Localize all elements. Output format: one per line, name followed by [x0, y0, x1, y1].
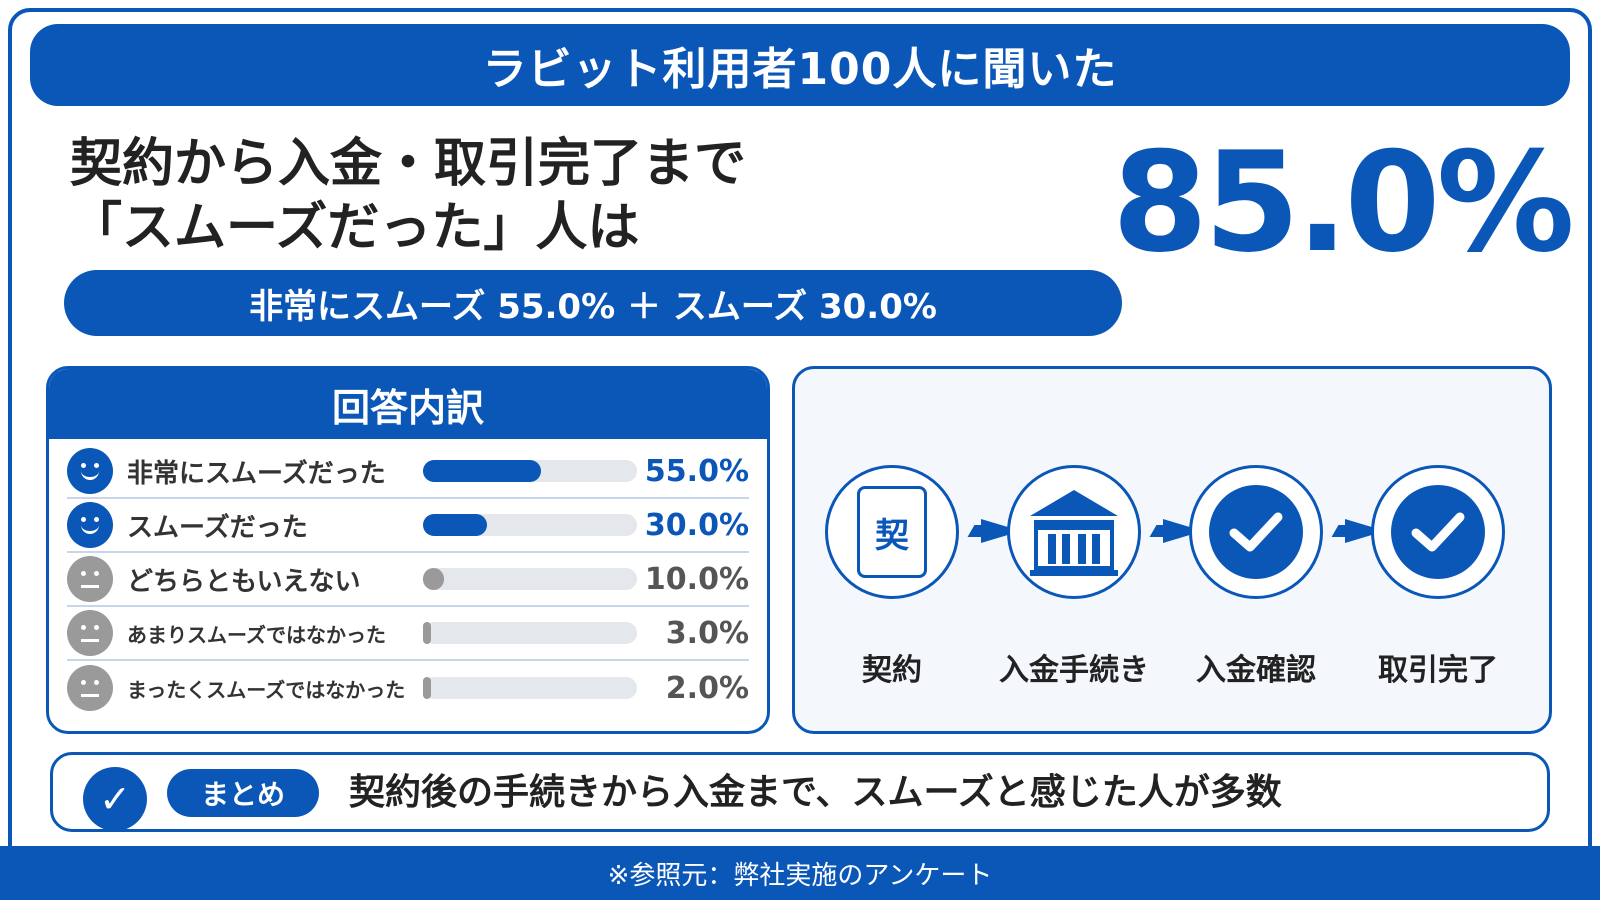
step-label: 入金手続き	[999, 653, 1149, 688]
source-note: ※参照元：弊社実施のアンケート	[607, 860, 993, 891]
breakdown-header: 回答内訳	[49, 369, 767, 439]
row-value: 30.0%	[644, 507, 749, 543]
breakdown-row: 非常にスムーズだった 55.0%	[67, 445, 749, 499]
row-label: どちらともいえない	[127, 566, 361, 597]
bar-track	[423, 514, 637, 536]
check-circle-icon	[1209, 485, 1303, 579]
breakdown-title: 回答内訳	[331, 385, 484, 430]
row-label: あまりスムーズではなかった	[127, 622, 386, 647]
bar-track	[423, 622, 637, 644]
survey-banner: ラビット利用者100人に聞いた	[30, 24, 1570, 106]
source-footer: ※参照元：弊社実施のアンケート	[0, 846, 1600, 900]
row-value: 55.0%	[644, 453, 749, 489]
bar-fill	[423, 460, 541, 482]
bar-fill	[423, 677, 431, 699]
contract-glyph: 契	[875, 515, 909, 556]
stat-breakdown-pill: 非常にスムーズ 55.0% ＋ スムーズ 30.0%	[64, 270, 1122, 336]
headline-line-2: 「スムーズだった」人は	[70, 198, 640, 258]
step-transaction-complete: 取引完了	[1371, 465, 1505, 688]
headline: 契約から入金・取引完了まで 「スムーズだった」人は	[70, 132, 746, 260]
row-label: スムーズだった	[127, 512, 308, 543]
smile-face-icon	[67, 502, 113, 548]
smile-face-icon	[67, 448, 113, 494]
neutral-face-icon	[67, 610, 113, 656]
step-circle	[1007, 465, 1141, 599]
response-breakdown-card: 回答内訳 非常にスムーズだった 55.0% スムーズだった 30.0% どちらと…	[46, 366, 770, 734]
row-label: まったくスムーズではなかった	[127, 677, 406, 702]
step-circle	[1189, 465, 1323, 599]
bar-fill	[423, 514, 488, 536]
check-icon: ✓	[83, 767, 147, 831]
bar-track	[423, 460, 637, 482]
step-circle: 契	[825, 465, 959, 599]
check-glyph: ✓	[99, 777, 131, 821]
breakdown-row: スムーズだった 30.0%	[67, 499, 749, 553]
banner-title: ラビット利用者100人に聞いた	[482, 44, 1118, 95]
row-value: 3.0%	[665, 615, 749, 651]
neutral-face-icon	[67, 556, 113, 602]
bar-fill	[423, 622, 431, 644]
bar-track	[423, 568, 637, 590]
summary-badge: まとめ	[167, 769, 319, 817]
step-circle	[1371, 465, 1505, 599]
headline-stat: 85.0%	[1112, 122, 1575, 283]
row-value: 2.0%	[665, 670, 749, 706]
breakdown-row: どちらともいえない 10.0%	[67, 553, 749, 607]
step-label: 契約	[862, 653, 922, 688]
step-deposit-confirmation: 入金確認	[1189, 465, 1323, 688]
bar-fill	[423, 568, 445, 590]
breakdown-row: あまりスムーズではなかった 3.0%	[67, 607, 749, 661]
summary-text: 契約後の手続きから入金まで、スムーズと感じた人が多数	[349, 772, 1282, 813]
step-label: 入金確認	[1196, 653, 1316, 688]
summary-bar: ✓ まとめ 契約後の手続きから入金まで、スムーズと感じた人が多数	[50, 752, 1550, 832]
breakdown-rows: 非常にスムーズだった 55.0% スムーズだった 30.0% どちらともいえない…	[49, 439, 767, 715]
step-deposit-procedure: 入金手続き	[999, 465, 1149, 688]
stat-breakdown-text: 非常にスムーズ 55.0% ＋ スムーズ 30.0%	[249, 286, 937, 327]
summary-badge-label: まとめ	[200, 778, 285, 811]
breakdown-row: まったくスムーズではなかった 2.0%	[67, 661, 749, 715]
headline-line-1: 契約から入金・取引完了まで	[70, 134, 747, 194]
step-contract: 契 契約	[825, 465, 959, 688]
bank-icon	[1030, 490, 1118, 576]
neutral-face-icon	[67, 665, 113, 711]
contract-document-icon: 契	[857, 486, 927, 578]
check-circle-icon	[1391, 485, 1485, 579]
step-label: 取引完了	[1378, 653, 1498, 688]
bar-track	[423, 677, 637, 699]
process-flow-card: 契 契約 入金手続き 入金確認	[792, 366, 1552, 734]
row-value: 10.0%	[644, 561, 749, 597]
row-label: 非常にスムーズだった	[127, 458, 386, 489]
